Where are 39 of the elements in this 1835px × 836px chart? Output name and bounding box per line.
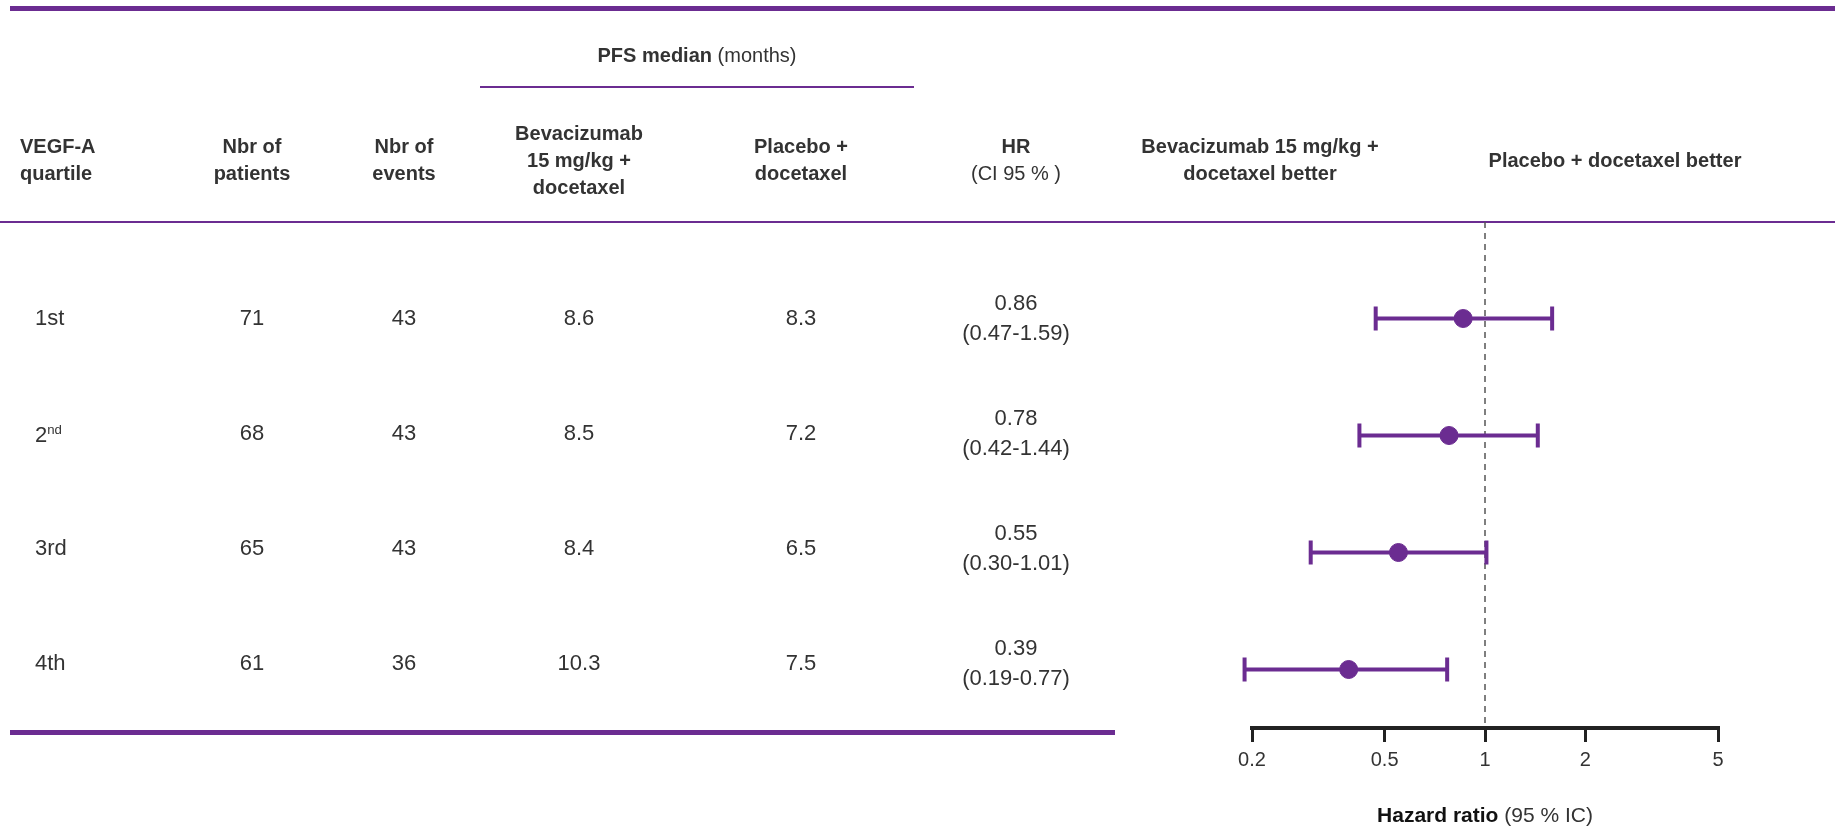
- text: Placebo + docetaxel better: [1488, 147, 1742, 173]
- x-tick-label: 2: [1579, 747, 1591, 770]
- text: 0.39 (0.19-0.77): [962, 633, 1070, 692]
- category-label: Bevacizumab 15 mg/kg + docetaxel: [514, 120, 644, 200]
- text: 8.6: [563, 303, 595, 332]
- text: 43: [391, 418, 417, 447]
- text: 10.3: [557, 648, 601, 677]
- text: 6.5: [785, 533, 817, 562]
- text: 0.78 (0.42-1.44): [962, 403, 1070, 462]
- text: 1st: [35, 303, 65, 332]
- text: 8.3: [785, 303, 817, 332]
- text: 71: [239, 303, 265, 332]
- x-tick-label: 0.2: [1238, 747, 1266, 770]
- text: Bevacizumab 15 mg/kg + docetaxel better: [1140, 134, 1380, 186]
- text: 0.55 (0.30-1.01): [962, 518, 1070, 577]
- text: 3rd: [35, 533, 67, 562]
- text: PFS median (months): [597, 42, 797, 68]
- x-tick-label: 0.5: [1370, 747, 1399, 770]
- category-label: Placebo + docetaxel: [753, 134, 849, 186]
- text: 0.86 (0.47-1.59): [962, 288, 1070, 347]
- category-label: Nbr of patients: [212, 134, 292, 186]
- x-tick-label: 1: [1479, 747, 1491, 770]
- x-axis-title: Hazard ratio (95 % IC): [1377, 803, 1593, 826]
- text: 4th: [35, 648, 66, 677]
- text: 8.5: [563, 418, 595, 447]
- category-label: HR (CI 95 % ): [970, 134, 1062, 186]
- category-label: VEGF-A quartile: [20, 134, 96, 186]
- text: 2$^{nd}$: [35, 420, 62, 450]
- text: 8.4: [563, 533, 595, 562]
- text: 7.2: [785, 418, 817, 447]
- text: 43: [391, 303, 417, 332]
- text: 68: [239, 418, 265, 447]
- category-label: Nbr of events: [371, 134, 437, 186]
- text: 7.5: [785, 648, 817, 677]
- x-tick-label: 5: [1712, 747, 1724, 770]
- text: 43: [391, 533, 417, 562]
- text: 61: [239, 648, 265, 677]
- text: 65: [239, 533, 265, 562]
- text: 36: [391, 648, 417, 677]
